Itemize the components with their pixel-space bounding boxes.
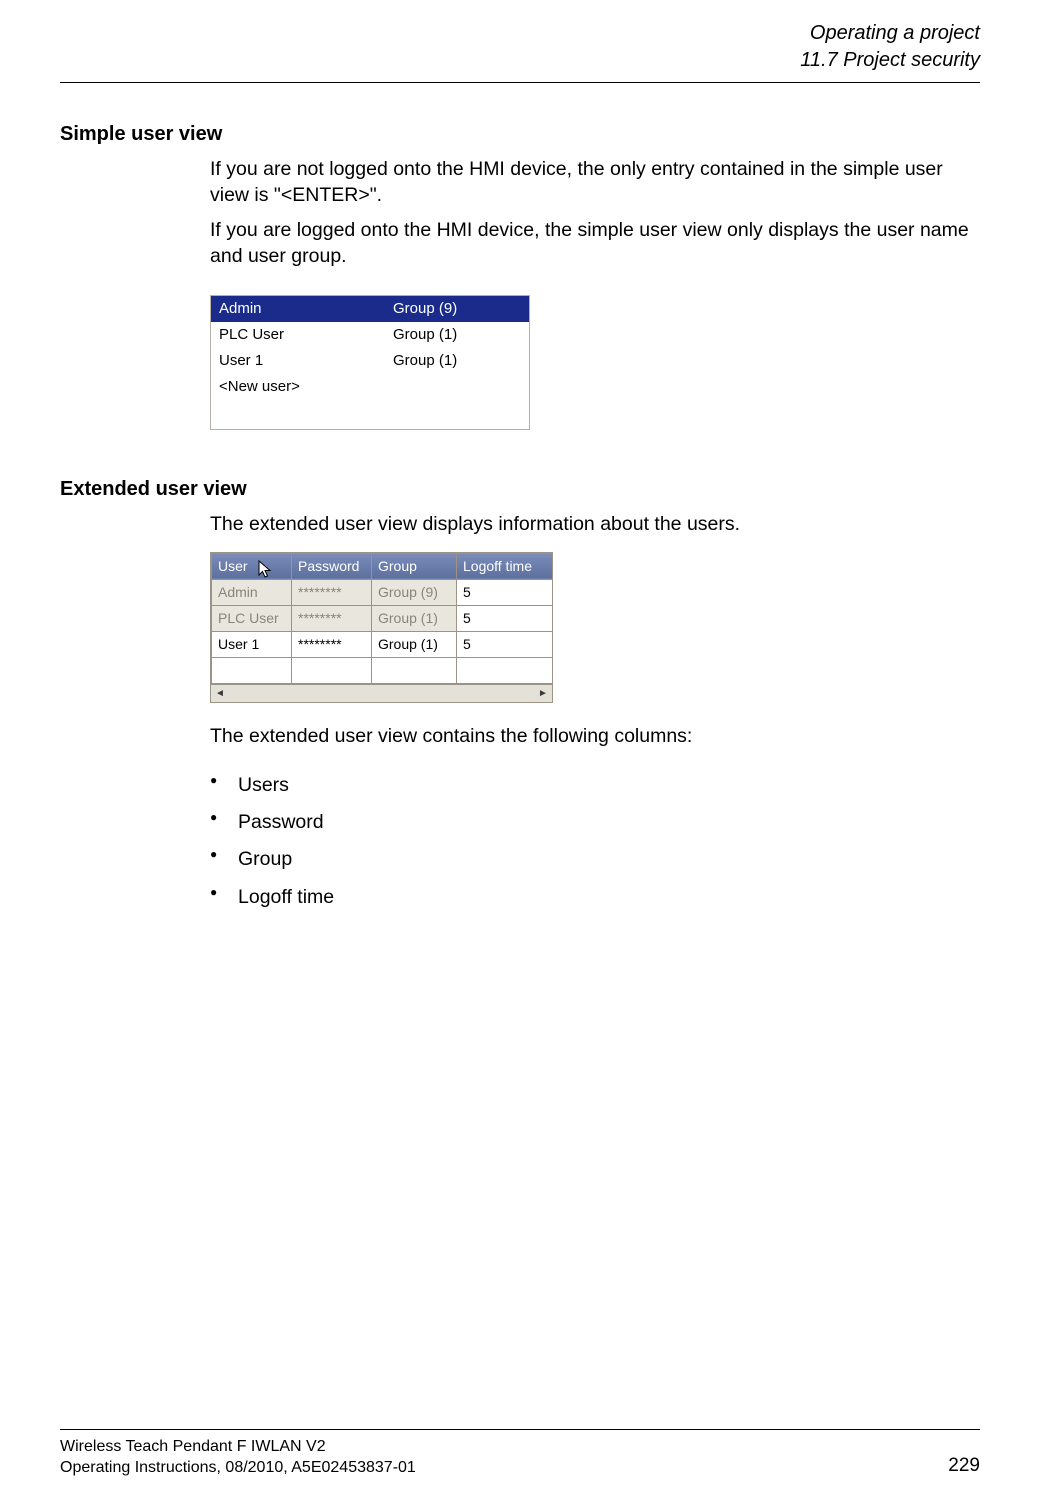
cell-group: Group (9): [372, 579, 457, 605]
user-group: [393, 376, 519, 398]
user-name: User 1: [219, 350, 393, 372]
list-item[interactable]: PLC User Group (1): [211, 322, 529, 348]
para-simple-2: If you are logged onto the HMI device, t…: [210, 217, 970, 270]
cell-password[interactable]: ********: [292, 631, 372, 657]
heading-simple-user-view: Simple user view: [60, 123, 980, 146]
table-row[interactable]: User 1 ******** Group (1) 5: [212, 631, 553, 657]
cell-logoff[interactable]: 5: [457, 605, 553, 631]
blank-space: [211, 399, 529, 429]
cell-logoff[interactable]: 5: [457, 631, 553, 657]
table-header-row: User Password Group Logoff time: [212, 553, 553, 579]
cell-group[interactable]: [372, 657, 457, 683]
section-number: 11.7 Project security: [60, 47, 980, 74]
chapter-title: Operating a project: [60, 20, 980, 47]
footer-rule: [60, 1429, 980, 1430]
list-item[interactable]: Admin Group (9): [211, 296, 529, 322]
user-name: PLC User: [219, 324, 393, 346]
footer-product: Wireless Teach Pendant F IWLAN V2: [60, 1436, 416, 1458]
user-group: Group (9): [393, 298, 519, 320]
page-number: 229: [948, 1453, 980, 1479]
col-header-group[interactable]: Group: [372, 553, 457, 579]
para-extended-intro: The extended user view displays informat…: [210, 511, 970, 537]
para-columns-intro: The extended user view contains the foll…: [210, 723, 970, 749]
table-row[interactable]: Admin ******** Group (9) 5: [212, 579, 553, 605]
cursor-icon: [258, 560, 274, 580]
scroll-left-icon[interactable]: ◄: [211, 685, 229, 701]
bullet-item: Logoff time: [210, 879, 980, 916]
cell-password[interactable]: [292, 657, 372, 683]
bullet-item: Users: [210, 767, 980, 804]
cell-group[interactable]: Group (1): [372, 631, 457, 657]
table-row[interactable]: PLC User ******** Group (1) 5: [212, 605, 553, 631]
heading-extended-user-view: Extended user view: [60, 478, 980, 501]
list-item[interactable]: User 1 Group (1): [211, 348, 529, 374]
cell-user: Admin: [212, 579, 292, 605]
header-rule: [60, 82, 980, 83]
cell-password: ********: [292, 605, 372, 631]
user-name: Admin: [219, 298, 393, 320]
bullet-item: Password: [210, 804, 980, 841]
horizontal-scrollbar[interactable]: ◄ ►: [211, 684, 552, 702]
cell-user[interactable]: [212, 657, 292, 683]
user-group: Group (1): [393, 350, 519, 372]
cell-group: Group (1): [372, 605, 457, 631]
para-simple-1: If you are not logged onto the HMI devic…: [210, 156, 970, 209]
columns-bullet-list: Users Password Group Logoff time: [210, 767, 980, 916]
cell-user[interactable]: User 1: [212, 631, 292, 657]
table-row[interactable]: [212, 657, 553, 683]
simple-user-view-list: Admin Group (9) PLC User Group (1) User …: [210, 295, 530, 430]
col-header-logoff[interactable]: Logoff time: [457, 553, 553, 579]
cell-logoff[interactable]: [457, 657, 553, 683]
col-header-user[interactable]: User: [212, 553, 292, 579]
user-name: <New user>: [219, 376, 393, 398]
list-item[interactable]: <New user>: [211, 374, 529, 400]
user-group: Group (1): [393, 324, 519, 346]
bullet-item: Group: [210, 841, 980, 878]
page-footer: Wireless Teach Pendant F IWLAN V2 Operat…: [60, 1429, 980, 1479]
cell-password: ********: [292, 579, 372, 605]
cell-user: PLC User: [212, 605, 292, 631]
cell-logoff[interactable]: 5: [457, 579, 553, 605]
footer-docinfo: Operating Instructions, 08/2010, A5E0245…: [60, 1457, 416, 1479]
scroll-right-icon[interactable]: ►: [534, 685, 552, 701]
col-header-password[interactable]: Password: [292, 553, 372, 579]
extended-user-view-table: User Password Group Logoff time Admin **: [210, 552, 553, 703]
